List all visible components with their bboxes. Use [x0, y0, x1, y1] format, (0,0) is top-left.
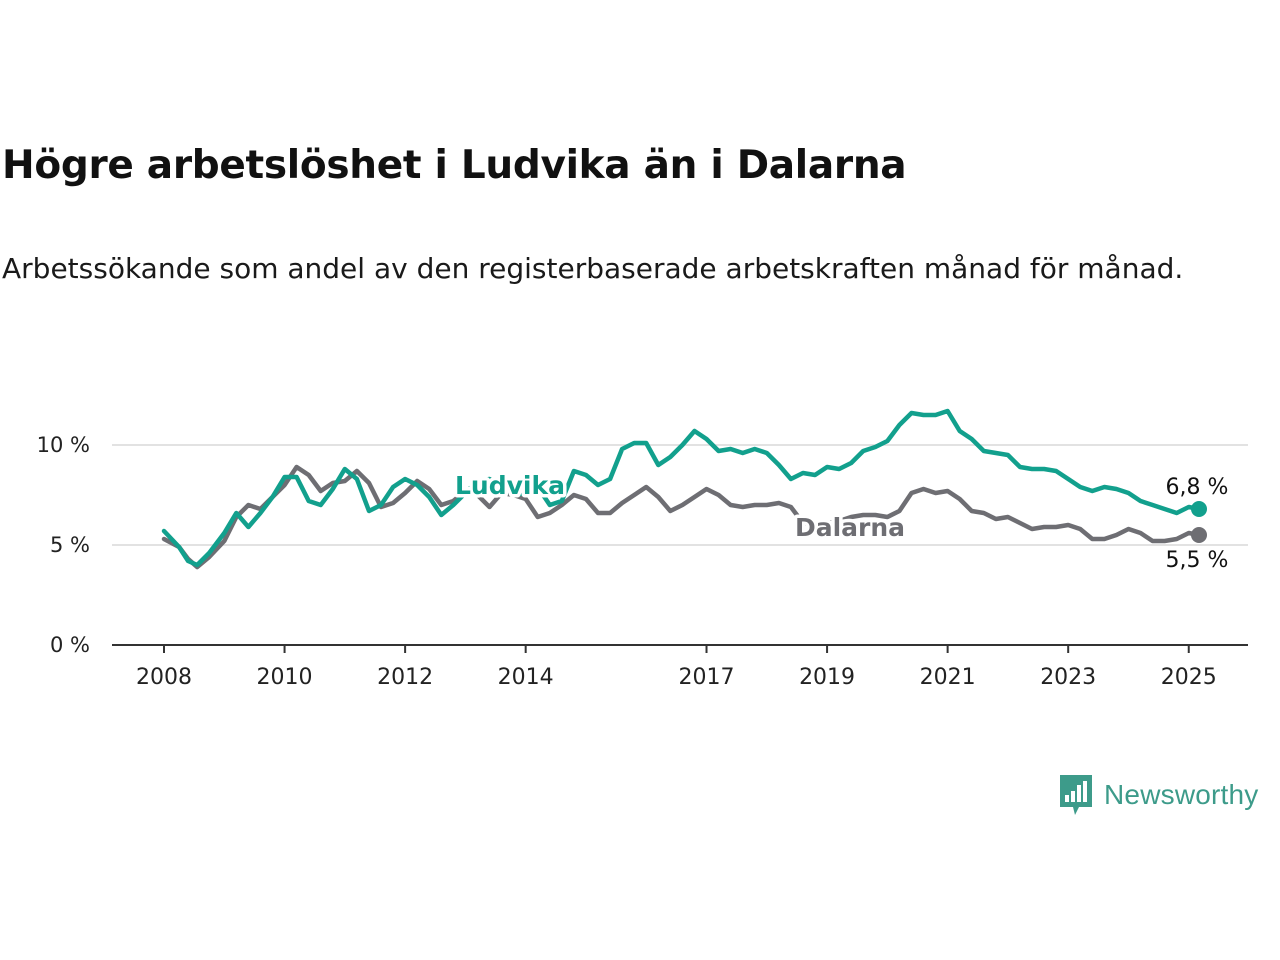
x-tick-label: 2023 [1040, 665, 1096, 690]
x-tick-label: 2025 [1161, 665, 1217, 690]
dalarna-label: Dalarna [795, 513, 905, 542]
line-chart: 0 %5 %10 % 2008 2010 2012 2014 2017 2019 2021 2… [37, 408, 1248, 690]
x-tick-label: 2010 [257, 665, 313, 690]
series-lines [161, 408, 1207, 570]
bar-chart-speech-bubble-icon [1060, 775, 1092, 815]
x-tick-label: 2021 [920, 665, 976, 690]
dalarna-end-value-label: 5,5 % [1166, 548, 1229, 573]
y-tick-label: 0 % [50, 633, 90, 657]
chart-title: Högre arbetslöshet i Ludvika än i Dalarn… [2, 143, 907, 188]
x-tick-label: 2008 [136, 665, 192, 690]
x-tick-label: 2017 [679, 665, 735, 690]
dalarna-line [161, 464, 1202, 570]
brand-name: Newsworthy [1104, 779, 1259, 810]
y-axis: 0 % 5 % 10 % [37, 433, 90, 657]
x-tick-label: 2019 [799, 665, 855, 690]
ludvika-label-halo: Ludvika [455, 471, 565, 500]
dalarna-end-point [1191, 527, 1207, 543]
ludvika-line [161, 408, 1202, 568]
x-tick-label: 2012 [377, 665, 433, 690]
x-tick-label: 2014 [498, 665, 554, 690]
x-axis: 2008 2010 2012 2014 2017 2019 2021 2023 2025 [112, 644, 1248, 690]
newsworthy-logo: Newsworthy [1058, 773, 1258, 817]
dalarna-label-halo: Dalarna [795, 513, 905, 542]
y-tick-label: 5 % [50, 533, 90, 557]
y-tick-label: 10 % [37, 433, 90, 457]
ludvika-label: Ludvika [455, 471, 565, 500]
chart-subtitle: Arbetssökande som andel av den registerb… [2, 252, 1184, 285]
ludvika-end-point [1191, 501, 1207, 517]
ludvika-end-value-label: 6,8 % [1166, 475, 1229, 500]
